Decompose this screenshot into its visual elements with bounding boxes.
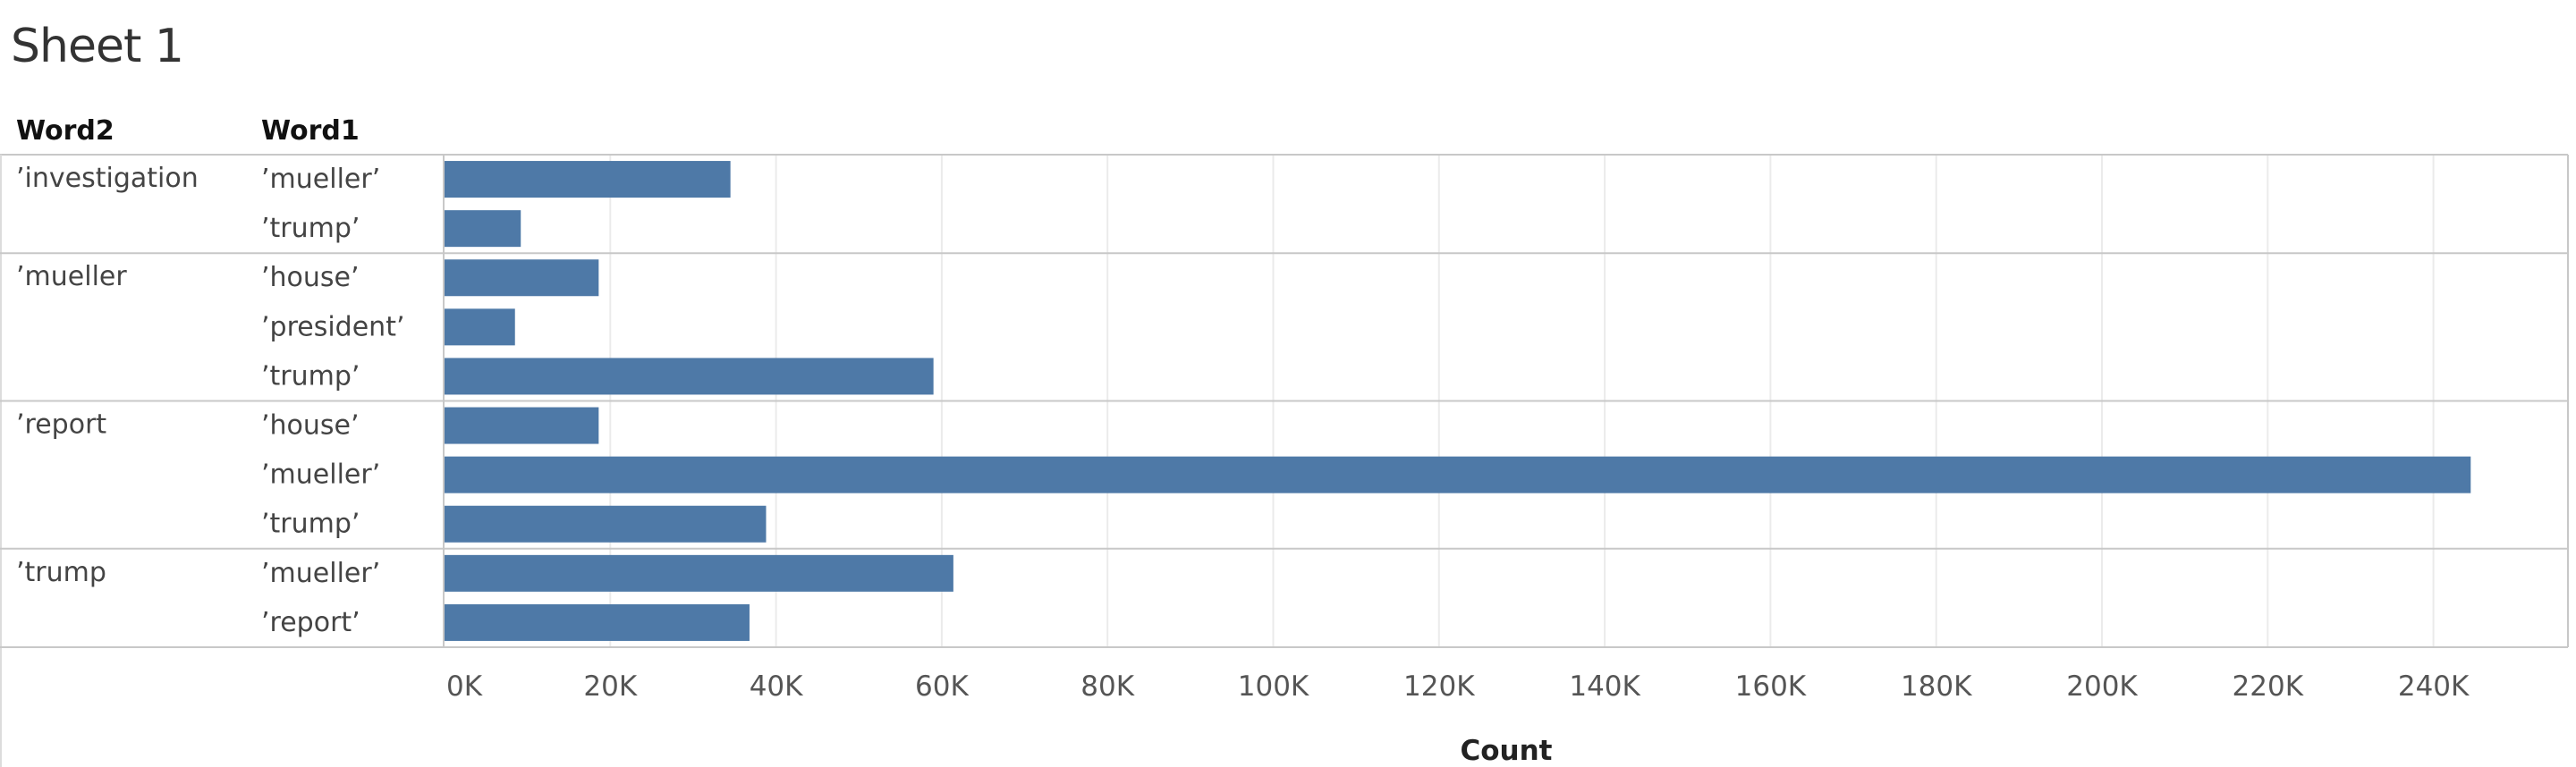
bar[interactable] bbox=[445, 456, 2471, 493]
x-axis-title[interactable]: Count bbox=[1460, 735, 1552, 767]
word1-label[interactable]: ’mueller’ bbox=[261, 164, 380, 195]
bar[interactable] bbox=[445, 505, 767, 543]
x-tick-label: 40K bbox=[750, 670, 803, 703]
x-tick-label: 160K bbox=[1735, 670, 1807, 703]
bar[interactable] bbox=[445, 161, 731, 198]
bar[interactable] bbox=[445, 554, 953, 592]
word2-label[interactable]: ’report bbox=[16, 409, 106, 441]
x-tick-label: 140K bbox=[1569, 670, 1640, 703]
word1-label[interactable]: ’trump’ bbox=[261, 213, 360, 244]
word1-label[interactable]: ’president’ bbox=[261, 311, 405, 342]
x-tick-label: 0K bbox=[446, 670, 483, 703]
word2-label[interactable]: ’trump bbox=[16, 557, 106, 588]
x-tick-label: 120K bbox=[1403, 670, 1475, 703]
word2-column-header[interactable]: Word2 bbox=[16, 115, 114, 147]
word2-label[interactable]: ’investigation bbox=[16, 163, 199, 194]
bar[interactable] bbox=[445, 603, 750, 641]
x-tick-label: 100K bbox=[1238, 670, 1309, 703]
word1-label[interactable]: ’house’ bbox=[261, 410, 360, 442]
x-tick-label: 80K bbox=[1080, 670, 1134, 703]
word1-label[interactable]: ’house’ bbox=[261, 262, 360, 293]
x-tick-label: 20K bbox=[583, 670, 637, 703]
x-tick-label: 220K bbox=[2233, 670, 2304, 703]
word1-label[interactable]: ’trump’ bbox=[261, 509, 360, 540]
word2-label[interactable]: ’mueller bbox=[16, 261, 127, 292]
x-tick-label: 180K bbox=[1901, 670, 1972, 703]
word1-column-header[interactable]: Word1 bbox=[261, 115, 360, 147]
bar[interactable] bbox=[445, 210, 521, 248]
word1-label[interactable]: ’mueller’ bbox=[261, 558, 380, 589]
word1-label[interactable]: ’trump’ bbox=[261, 360, 360, 392]
word1-label[interactable]: ’mueller’ bbox=[261, 459, 380, 491]
sheet-title: Sheet 1 bbox=[11, 20, 184, 73]
bar[interactable] bbox=[445, 259, 599, 297]
bar[interactable] bbox=[445, 407, 599, 444]
word1-label[interactable]: ’report’ bbox=[261, 607, 360, 638]
bar[interactable] bbox=[445, 358, 934, 395]
x-tick-label: 60K bbox=[915, 670, 969, 703]
x-tick-label: 240K bbox=[2398, 670, 2470, 703]
x-tick-label: 200K bbox=[2066, 670, 2138, 703]
bar[interactable] bbox=[445, 308, 515, 346]
